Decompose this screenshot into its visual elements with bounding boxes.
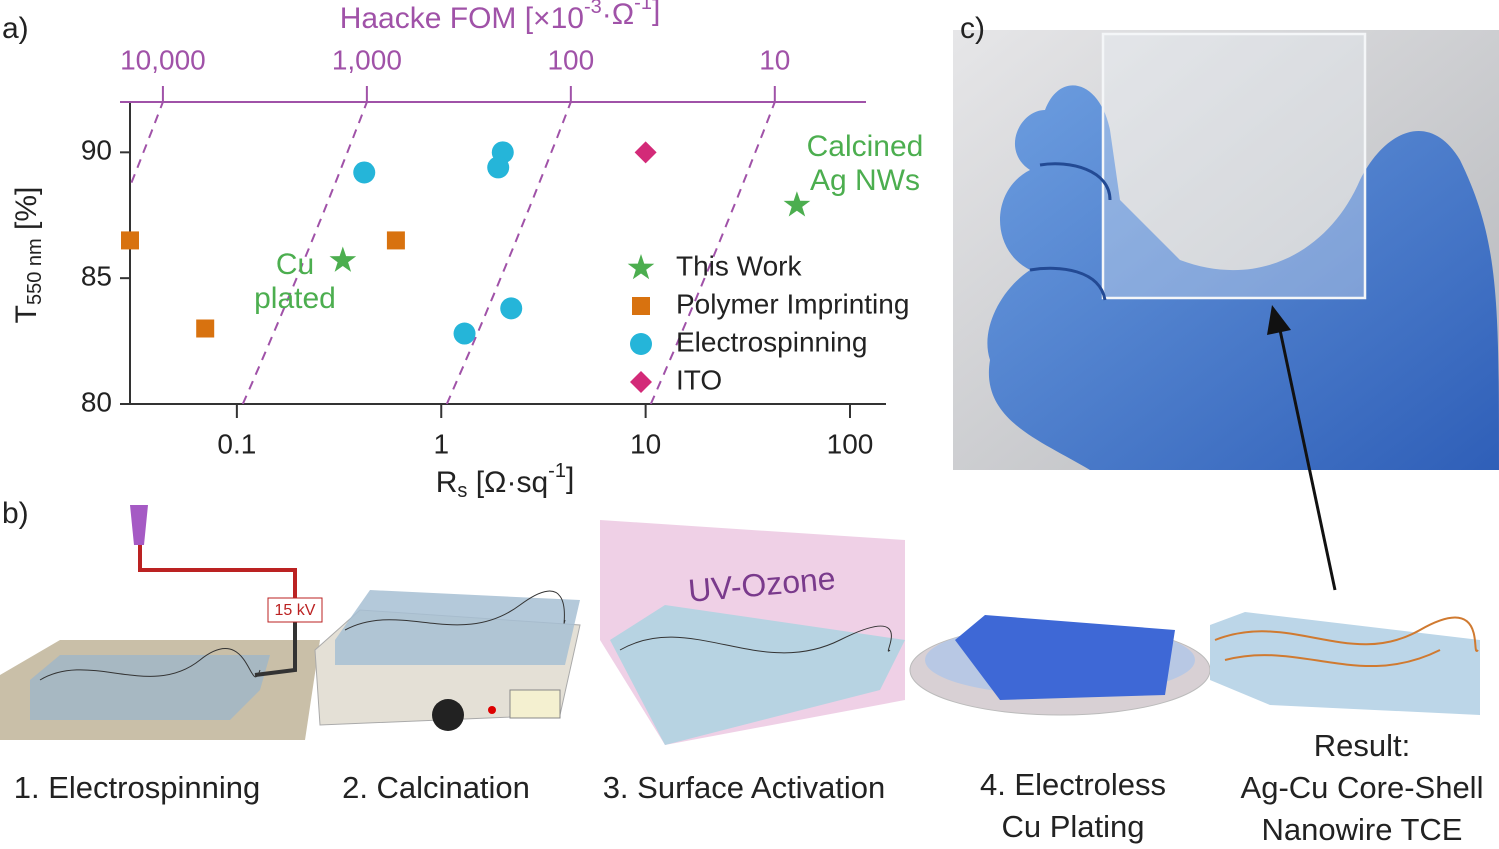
y-tick-label: 90 [81,135,112,166]
label-part: ] [566,462,574,495]
data-point [453,322,476,345]
label-part: -1 [634,0,652,14]
legend-marker [630,333,652,355]
data-point [386,231,405,250]
top-tick-label: 100 [547,44,594,75]
legend-label: Polymer Imprinting [676,288,909,319]
annotation: Ag NWs [810,164,920,197]
step-caption: 2. Calcination [342,770,530,805]
annotation: plated [254,282,336,315]
label-part: s [457,480,467,502]
data-point [634,141,657,164]
data-point [121,231,139,250]
data-point [329,246,357,272]
label-part: ·Ω [602,0,634,31]
label-part: T [10,305,43,323]
x-tick-label: 100 [827,428,874,459]
top-tick-label: 10,000 [120,44,206,75]
iso-lines [130,102,776,404]
label-part: [Ω·sq [467,466,548,499]
annotation: Cu [276,248,314,281]
voltage: 15 kV [275,602,316,619]
arrow [1278,329,1337,591]
ylabel: T550 nm [%] [10,187,46,324]
step-caption: 1. Electrospinning [14,770,260,805]
iso-fom-line [130,102,164,189]
photo [953,30,1499,470]
top-tick-label: 10 [759,44,790,75]
legend-label: This Work [676,250,802,281]
data-point [196,319,215,338]
label-part: R [436,466,458,499]
legend-marker [632,297,650,315]
legend-label: Electrospinning [676,326,867,357]
panel-label: b) [2,497,29,530]
panel-label: a) [2,12,29,45]
legend-label: ITO [676,364,722,395]
illustrations: 15 kV UV-Ozone [0,505,1480,745]
iso-fom-line [445,102,572,404]
data-point [353,161,376,184]
y-tick-label: 80 [81,386,112,417]
step-caption: Result: [1314,728,1410,763]
step-caption: Cu Plating [1001,809,1144,844]
arrow-head [1267,305,1291,335]
step-caption: Ag-Cu Core-Shell [1241,770,1484,805]
step-caption: 4. Electroless [980,767,1166,802]
xlabel: Rs [Ω·sq-1] [436,460,575,502]
top-tick-label: 1,000 [332,44,402,75]
legend-marker [630,371,652,393]
label-part: ] [652,0,660,27]
x-tick-label: 10 [630,428,661,459]
legend-marker [627,254,655,280]
iso-fom-line [241,102,368,404]
panel-label: c) [960,12,985,45]
label-part: 550 nm [24,238,46,305]
data-point [500,297,523,320]
label-part: Haacke FOM [×10 [340,2,584,35]
x-tick-label: 0.1 [217,428,256,459]
iso-fom-line [649,102,776,404]
x2label: Haacke FOM [×10-3·Ω-1] [340,0,661,35]
step-caption: Nanowire TCE [1261,812,1462,847]
data-point [783,191,811,217]
data-point [487,156,510,179]
y-tick-label: 85 [81,261,112,292]
label-part: -3 [584,0,602,18]
x-tick-label: 1 [433,428,449,459]
label-part: -1 [548,460,566,482]
step-caption: 3. Surface Activation [603,770,886,805]
annotation: Calcined [807,130,924,163]
label-part: [%] [10,187,43,239]
